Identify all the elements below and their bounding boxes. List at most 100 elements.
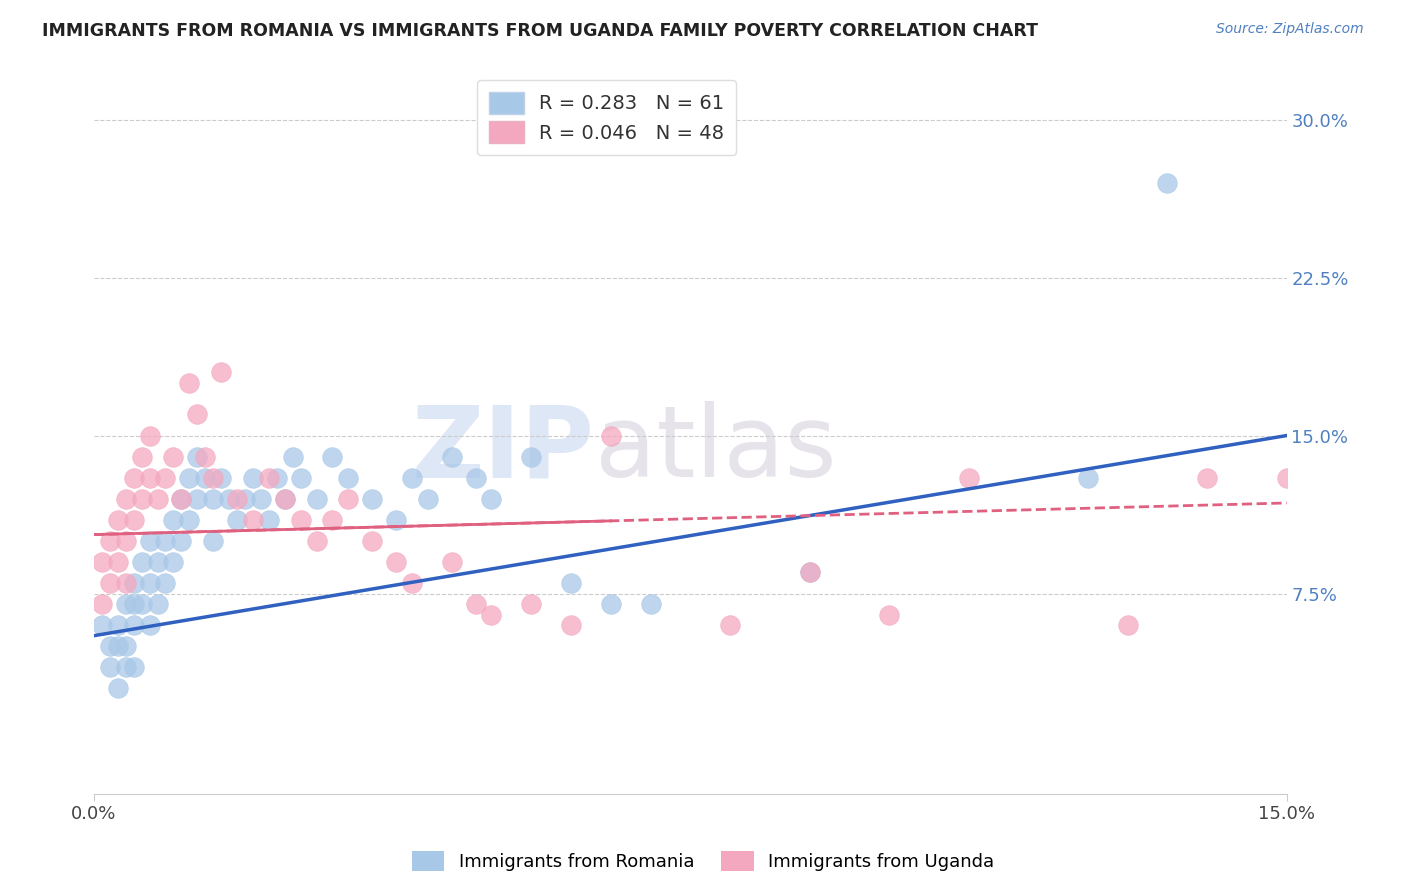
Point <box>1077 471 1099 485</box>
Point <box>138 428 160 442</box>
Point <box>170 491 193 506</box>
Point <box>146 597 169 611</box>
Point <box>107 681 129 696</box>
Point <box>194 450 217 464</box>
Point <box>242 471 264 485</box>
Point <box>202 491 225 506</box>
Point <box>138 471 160 485</box>
Point <box>640 597 662 611</box>
Point <box>209 365 232 379</box>
Point <box>107 555 129 569</box>
Point <box>138 618 160 632</box>
Point <box>718 618 741 632</box>
Point <box>162 513 184 527</box>
Point <box>321 513 343 527</box>
Legend: R = 0.283   N = 61, R = 0.046   N = 48: R = 0.283 N = 61, R = 0.046 N = 48 <box>477 80 737 155</box>
Text: Source: ZipAtlas.com: Source: ZipAtlas.com <box>1216 22 1364 37</box>
Point <box>202 533 225 548</box>
Point <box>114 576 136 591</box>
Point <box>1156 176 1178 190</box>
Point <box>1275 471 1298 485</box>
Text: IMMIGRANTS FROM ROMANIA VS IMMIGRANTS FROM UGANDA FAMILY POVERTY CORRELATION CHA: IMMIGRANTS FROM ROMANIA VS IMMIGRANTS FR… <box>42 22 1038 40</box>
Point <box>799 566 821 580</box>
Point <box>290 471 312 485</box>
Point <box>122 618 145 632</box>
Point <box>90 555 112 569</box>
Point <box>337 491 360 506</box>
Point <box>281 450 304 464</box>
Point <box>155 576 177 591</box>
Point <box>233 491 256 506</box>
Point <box>520 597 543 611</box>
Point <box>122 471 145 485</box>
Point <box>385 513 408 527</box>
Point <box>98 660 121 674</box>
Point <box>90 618 112 632</box>
Point <box>321 450 343 464</box>
Point <box>162 555 184 569</box>
Point <box>131 597 153 611</box>
Point <box>799 566 821 580</box>
Point <box>337 471 360 485</box>
Point <box>599 428 621 442</box>
Point <box>90 597 112 611</box>
Point <box>440 555 463 569</box>
Point <box>146 555 169 569</box>
Point <box>401 576 423 591</box>
Point <box>440 450 463 464</box>
Point <box>416 491 439 506</box>
Point <box>131 555 153 569</box>
Point <box>202 471 225 485</box>
Point <box>170 491 193 506</box>
Point <box>186 450 208 464</box>
Point <box>162 450 184 464</box>
Point <box>520 450 543 464</box>
Point <box>361 533 384 548</box>
Point <box>560 576 582 591</box>
Point <box>179 471 201 485</box>
Point <box>155 533 177 548</box>
Point <box>179 376 201 390</box>
Point <box>274 491 297 506</box>
Point <box>464 597 486 611</box>
Point <box>146 491 169 506</box>
Point <box>107 639 129 653</box>
Point <box>114 660 136 674</box>
Point <box>131 450 153 464</box>
Point <box>226 491 249 506</box>
Point <box>1116 618 1139 632</box>
Point <box>194 471 217 485</box>
Point <box>98 639 121 653</box>
Point <box>401 471 423 485</box>
Point <box>122 660 145 674</box>
Point <box>599 597 621 611</box>
Point <box>481 491 503 506</box>
Point <box>179 513 201 527</box>
Point <box>114 639 136 653</box>
Point <box>122 597 145 611</box>
Point <box>138 533 160 548</box>
Point <box>290 513 312 527</box>
Point <box>257 513 280 527</box>
Point <box>186 408 208 422</box>
Point <box>122 576 145 591</box>
Point <box>138 576 160 591</box>
Point <box>98 576 121 591</box>
Point <box>114 491 136 506</box>
Point <box>361 491 384 506</box>
Point <box>385 555 408 569</box>
Point <box>274 491 297 506</box>
Text: atlas: atlas <box>595 401 837 499</box>
Point <box>122 513 145 527</box>
Point <box>114 597 136 611</box>
Point <box>209 471 232 485</box>
Point <box>131 491 153 506</box>
Legend: Immigrants from Romania, Immigrants from Uganda: Immigrants from Romania, Immigrants from… <box>405 844 1001 879</box>
Point <box>250 491 273 506</box>
Point <box>170 533 193 548</box>
Point <box>560 618 582 632</box>
Point <box>218 491 240 506</box>
Point <box>1197 471 1219 485</box>
Point <box>107 513 129 527</box>
Point <box>155 471 177 485</box>
